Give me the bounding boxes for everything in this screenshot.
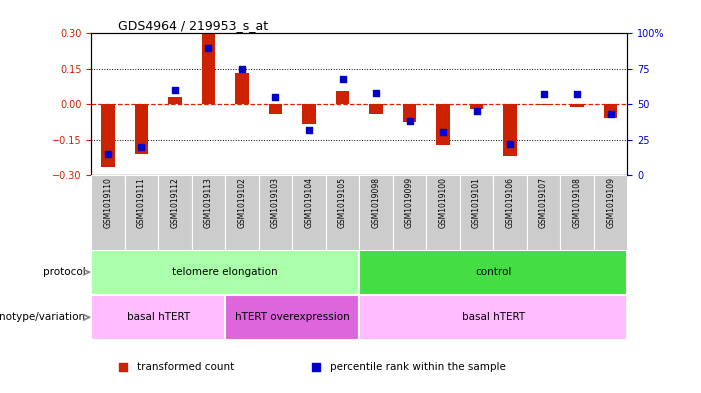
Point [646,168,658,174]
Bar [268,104,283,114]
Point [136,143,147,150]
Text: GSM1019110: GSM1019110 [103,177,112,228]
Bar [91,295,225,340]
Text: GSM1019109: GSM1019109 [606,177,615,228]
Point [304,127,315,133]
Bar [403,104,416,122]
Bar [125,175,158,250]
Text: GSM1019104: GSM1019104 [304,177,313,228]
Text: telomere elongation: telomere elongation [172,267,278,277]
Point [404,118,415,124]
Point [538,91,549,97]
Bar [436,104,450,145]
Text: GSM1019098: GSM1019098 [372,177,381,228]
Text: basal hTERT: basal hTERT [462,312,525,322]
Point [203,44,214,51]
Text: GDS4964 / 219953_s_at: GDS4964 / 219953_s_at [118,19,268,32]
Text: GSM1019111: GSM1019111 [137,177,146,228]
Bar [168,97,182,104]
Point [102,151,114,157]
Bar [225,175,259,250]
Text: GSM1019103: GSM1019103 [271,177,280,228]
Bar [604,104,618,118]
Bar [158,175,191,250]
Text: GSM1019102: GSM1019102 [238,177,247,228]
Bar [460,175,494,250]
Bar [369,104,383,114]
Point [236,66,247,72]
Point [270,94,281,100]
Text: percentile rank within the sample: percentile rank within the sample [329,362,505,373]
Bar [560,175,594,250]
Bar [91,250,359,295]
Bar [202,32,215,104]
Bar [101,104,114,167]
Bar [135,104,148,154]
Text: GSM1019113: GSM1019113 [204,177,213,228]
Text: GSM1019101: GSM1019101 [472,177,481,228]
Point [170,87,181,93]
Bar [426,175,460,250]
Bar [470,104,483,109]
Point [571,91,583,97]
Bar [359,175,393,250]
Text: control: control [475,267,512,277]
Text: GSM1019106: GSM1019106 [505,177,515,228]
Bar [326,175,359,250]
Bar [225,295,360,340]
Text: GSM1019107: GSM1019107 [539,177,548,228]
Point [370,90,381,96]
Point [605,111,616,117]
Text: protocol: protocol [43,267,86,277]
Text: GSM1019105: GSM1019105 [338,177,347,228]
Point [437,129,449,136]
Bar [302,104,315,124]
Bar [359,295,627,340]
Point [471,108,482,114]
Text: basal hTERT: basal hTERT [127,312,190,322]
Bar [571,104,584,107]
Point [505,141,516,147]
Bar [527,175,560,250]
Point [337,75,348,82]
Bar [236,73,249,104]
Bar [91,175,125,250]
Text: GSM1019099: GSM1019099 [405,177,414,228]
Bar [494,175,527,250]
Bar [191,175,225,250]
Bar [359,250,627,295]
Bar [292,175,326,250]
Text: genotype/variation: genotype/variation [0,312,86,322]
Text: transformed count: transformed count [137,362,234,373]
Text: GSM1019112: GSM1019112 [170,177,179,228]
Bar [336,91,349,104]
Text: hTERT overexpression: hTERT overexpression [235,312,350,322]
Bar [259,175,292,250]
Bar [594,175,627,250]
Text: GSM1019108: GSM1019108 [573,177,582,228]
Bar [537,104,550,105]
Bar [503,104,517,156]
Bar [393,175,426,250]
Text: GSM1019100: GSM1019100 [439,177,447,228]
